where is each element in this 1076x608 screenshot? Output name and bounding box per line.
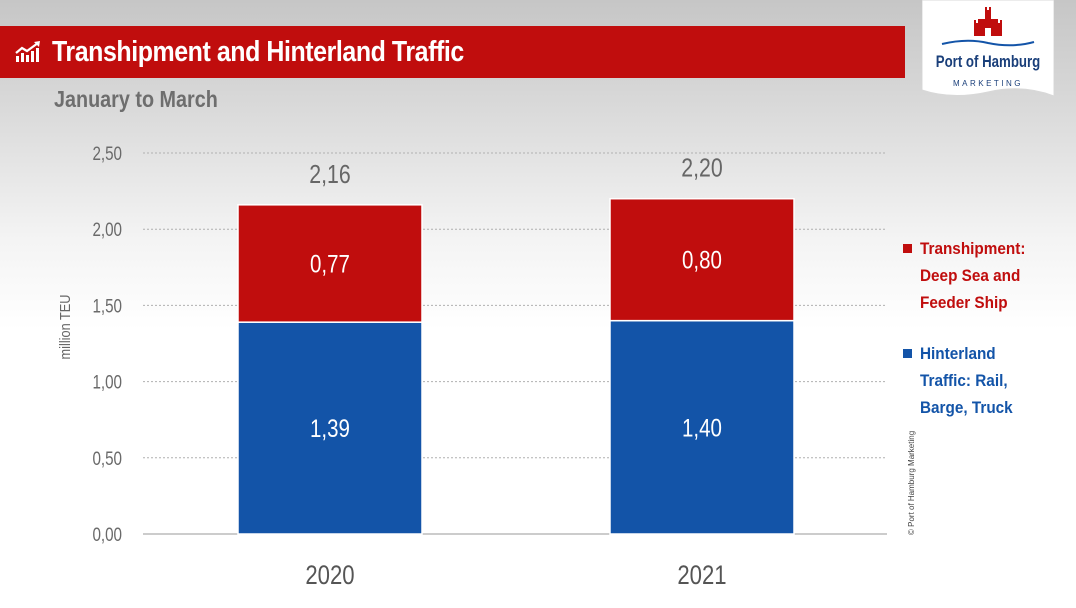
y-tick-label: 2,00 xyxy=(92,219,122,241)
logo-tagline: MARKETING xyxy=(953,79,1023,88)
bar-value-label: 0,80 xyxy=(682,246,722,274)
y-tick-label: 0,00 xyxy=(92,523,122,545)
bar-value-label: 1,40 xyxy=(682,413,722,441)
y-tick-label: 2,50 xyxy=(92,142,122,164)
bar-value-label: 0,77 xyxy=(310,250,350,278)
page-subtitle: January to March xyxy=(54,86,218,112)
y-tick-label: 1,00 xyxy=(92,371,122,393)
legend-item-hinterland: Hinterland Traffic: Rail, Barge, Truck xyxy=(903,340,1053,421)
bar-value-label: 1,39 xyxy=(310,414,350,442)
y-axis-label: million TEU xyxy=(56,295,73,360)
legend-item-transhipment: Transhipment: Deep Sea and Feeder Ship xyxy=(903,235,1053,316)
logo-name: Port of Hamburg xyxy=(936,53,1041,72)
bar-total-label: 2,16 xyxy=(309,160,350,190)
legend-swatch-hinterland xyxy=(903,349,912,358)
y-tick-label: 0,50 xyxy=(92,447,122,469)
bar-segment-transhipment xyxy=(609,197,795,322)
port-of-hamburg-logo: Port of Hamburg MARKETING xyxy=(922,0,1054,97)
chart-trend-icon xyxy=(14,37,44,67)
legend-swatch-transhipment xyxy=(903,244,912,253)
bar-segment-hinterland xyxy=(237,321,423,535)
y-tick-label: 1,50 xyxy=(92,295,122,317)
copyright-note: © Port of Hamburg Marketing xyxy=(907,430,916,535)
bar-segment-hinterland xyxy=(609,319,795,535)
legend-label-hinterland: Hinterland Traffic: Rail, Barge, Truck xyxy=(920,344,1013,417)
x-tick-label: 2020 xyxy=(305,561,354,591)
header-bar: Transhipment and Hinterland Traffic xyxy=(0,26,905,78)
x-tick-label: 2021 xyxy=(677,561,726,591)
bar-total-label: 2,20 xyxy=(681,154,722,184)
legend-label-transhipment: Transhipment: Deep Sea and Feeder Ship xyxy=(920,239,1026,312)
page-title: Transhipment and Hinterland Traffic xyxy=(52,35,464,68)
bar-segment-transhipment xyxy=(237,204,423,323)
